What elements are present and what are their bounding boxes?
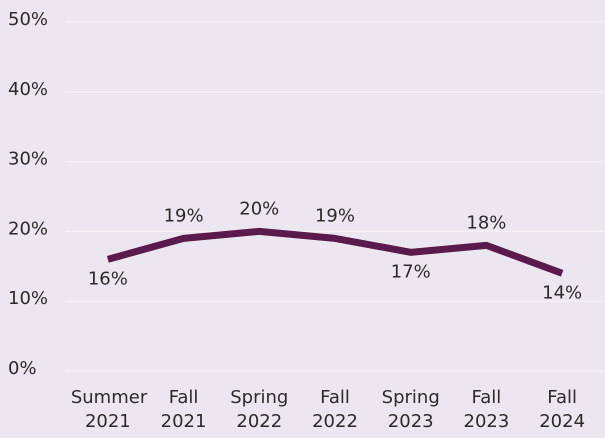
data-label: 19% xyxy=(164,205,204,226)
y-tick-label: 50% xyxy=(8,9,48,30)
y-tick-label: 0% xyxy=(8,358,37,379)
data-label: 18% xyxy=(466,212,506,233)
y-tick-label: 10% xyxy=(8,288,48,309)
line xyxy=(106,227,564,277)
x-tick-label: Summer 2021 xyxy=(70,387,148,432)
y-tick-label: 20% xyxy=(8,218,48,239)
x-tick-label: Spring 2022 xyxy=(230,387,289,432)
x-tick-label: Fall 2021 xyxy=(160,387,207,432)
data-label: 19% xyxy=(315,205,355,226)
y-tick-label: 40% xyxy=(8,79,48,100)
x-tick-label: Fall 2023 xyxy=(463,387,510,432)
y-tick-label: 30% xyxy=(8,149,48,170)
data-label: 17% xyxy=(391,261,431,282)
data-label: 20% xyxy=(239,198,279,219)
data-label: 14% xyxy=(542,282,582,303)
data-label: 16% xyxy=(88,268,128,289)
x-tick-label: Spring 2023 xyxy=(381,387,440,432)
x-tick-label: Fall 2022 xyxy=(312,387,358,432)
x-tick-label: Fall 2024 xyxy=(539,387,586,432)
